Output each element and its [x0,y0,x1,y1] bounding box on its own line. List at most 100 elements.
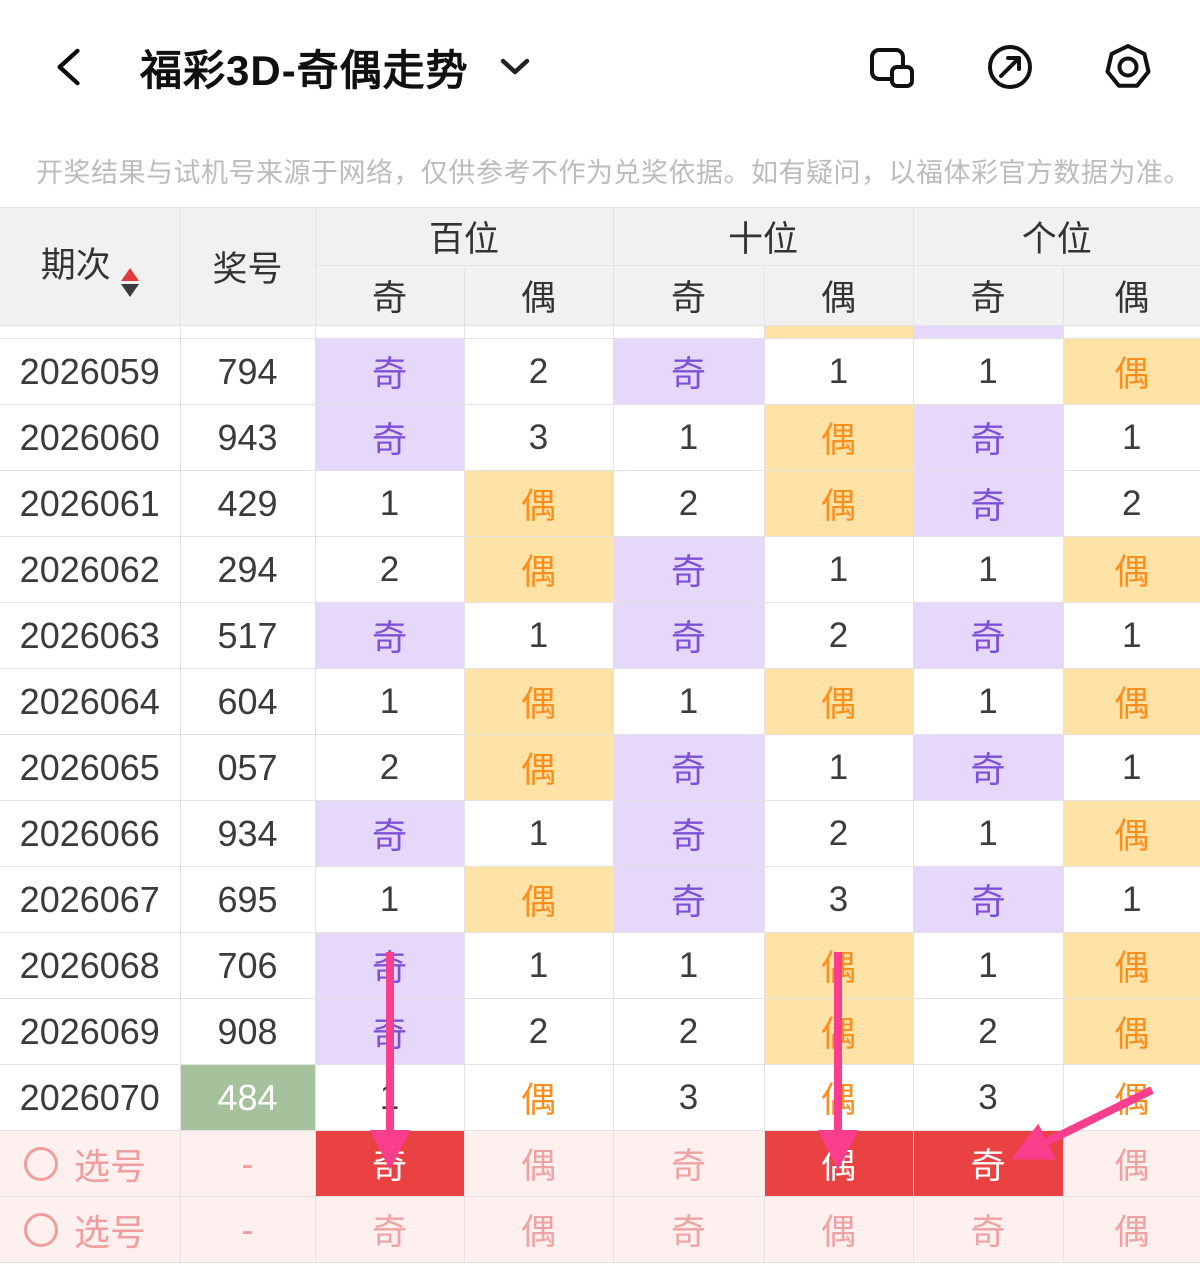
floating-window-icon[interactable] [866,41,918,93]
trend-cell: 1 [314,668,465,735]
trend-cell: 1 [612,932,765,999]
trend-cell: 1 [463,932,614,999]
trend-cell: 1 [763,734,914,801]
trend-cell [463,325,614,339]
pick-cell[interactable]: 偶 [763,1196,914,1263]
trend-cell: 2 [612,470,765,537]
number-cell: 517 [179,602,316,669]
trend-cell: 奇 [912,866,1064,933]
trend-cell: 偶 [763,470,914,537]
pick-cell[interactable]: 奇 [912,1130,1064,1197]
trend-cell: 奇 [314,800,465,867]
pick-cell[interactable]: 奇 [314,1196,465,1263]
trend-cell: 2 [463,998,614,1065]
trend-cell: 奇 [314,998,465,1065]
issue-cell: 2026065 [0,734,181,801]
pick-number-cell: - [179,1196,316,1263]
trend-cell: 奇 [314,932,465,999]
trend-cell: 奇 [612,602,765,669]
trend-cell: 2 [763,800,914,867]
trend-cell: 1 [912,338,1064,405]
subheader-tens-odd: 奇 [612,265,765,326]
trend-cell: 3 [912,1064,1064,1131]
trend-cell: 奇 [612,866,765,933]
subheader-units-even: 偶 [1062,265,1200,326]
pick-cell[interactable]: 奇 [314,1130,465,1197]
pick-label: 选号 [74,1211,147,1253]
trend-cell: 1 [612,404,765,471]
table-row: 2026059 794 奇 2 奇 1 1 偶 [0,338,1200,405]
trend-cell: 奇 [912,404,1064,471]
number-cell: 794 [179,338,316,405]
subheader-tens-even: 偶 [763,265,914,326]
trend-cell: 偶 [463,470,614,537]
trend-cell [1062,325,1200,339]
table-row: 2026060 943 奇 3 1 偶奇 1 [0,404,1200,471]
trend-cell: 2 [763,602,914,669]
title-dropdown-button[interactable] [499,57,531,77]
trend-cell: 偶 [763,404,914,471]
trend-cell: 奇 [912,602,1064,669]
subheader-units-odd: 奇 [912,265,1064,326]
number-cell: 604 [179,668,316,735]
trend-cell [612,325,765,339]
trend-cell: 1 [612,668,765,735]
trend-table: 期次 奖号 百位 十位 个位 奇 偶 奇 偶 奇 偶 2026059 794 奇 2 奇… [0,207,1200,1263]
issue-cell: 2026063 [0,602,181,669]
trend-cell: 奇 [612,734,765,801]
number-cell [179,325,316,339]
trend-cell: 偶 [763,932,914,999]
trend-cell: 偶 [463,734,614,801]
trend-cell: 2 [612,998,765,1065]
pick-label-cell[interactable]: 选号 [0,1196,181,1263]
compass-share-icon[interactable] [984,41,1036,93]
issue-cell: 2026066 [0,800,181,867]
trend-cell: 1 [314,470,465,537]
trend-cell: 3 [463,404,614,471]
pick-cell[interactable]: 偶 [1062,1196,1200,1263]
trend-cell [314,325,465,339]
page-title[interactable]: 福彩3D-奇偶走势 [140,46,469,94]
trend-cell: 1 [463,800,614,867]
trend-cell: 1 [912,800,1064,867]
sort-icon[interactable] [120,267,139,297]
pick-cell[interactable]: 偶 [463,1196,614,1263]
subheader-hundreds-odd: 奇 [315,265,465,326]
trend-table-body: 2026059 794 奇 2 奇 1 1 偶 2026060 943 奇 3 1 偶奇 1 2026061 4… [0,325,1200,1263]
number-cell: 057 [179,734,316,801]
column-header-issue[interactable]: 期次 [0,207,181,326]
pick-cell[interactable]: 奇 [912,1196,1064,1263]
trend-cell: 偶 [1062,1064,1200,1131]
table-header: 期次 奖号 百位 十位 个位 奇 偶 奇 偶 奇 偶 [0,207,1200,326]
pick-cell[interactable]: 偶 [1062,1130,1200,1197]
trend-cell: 1 [912,536,1064,603]
column-header-units: 个位 [912,207,1200,266]
back-button[interactable] [52,44,88,90]
topbar-actions [866,41,1154,93]
trend-cell: 1 [1062,734,1200,801]
pick-label: 选号 [74,1145,147,1187]
pick-cell[interactable]: 奇 [612,1196,765,1263]
trend-cell: 奇 [612,338,765,405]
trend-cell: 1 [1062,602,1200,669]
pick-radio[interactable] [24,1212,58,1247]
pick-cell[interactable]: 偶 [763,1130,914,1197]
trend-cell: 偶 [463,668,614,735]
pick-cell[interactable]: 偶 [463,1130,614,1197]
pick-radio[interactable] [24,1146,58,1181]
issue-cell [0,325,181,339]
trend-cell: 1 [912,932,1064,999]
trend-cell: 奇 [912,734,1064,801]
pick-row: 选号 - 奇偶奇偶奇偶 [0,1196,1200,1263]
trend-cell: 偶 [1062,800,1200,867]
pick-cell[interactable]: 奇 [612,1130,765,1197]
issue-header-label: 期次 [40,245,111,285]
settings-icon[interactable] [1102,41,1154,93]
trend-cell: 偶 [463,536,614,603]
issue-cell: 2026064 [0,668,181,735]
trend-cell: 偶 [763,998,914,1065]
trend-cell: 2 [1062,470,1200,537]
table-row: 2026066 934 奇 1 奇 2 1 偶 [0,800,1200,867]
trend-cell: 偶 [1062,998,1200,1065]
pick-label-cell[interactable]: 选号 [0,1130,181,1197]
